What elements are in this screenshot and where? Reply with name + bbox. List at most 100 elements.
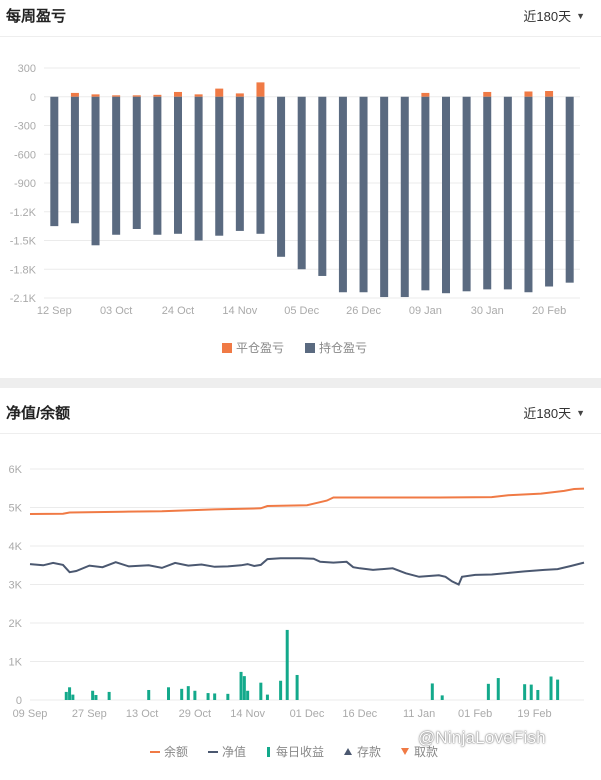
holding-pl-bar [297, 96, 306, 270]
nav-range-dropdown[interactable]: 近180天 ▼ [523, 403, 585, 422]
daily-income-bar [523, 684, 527, 700]
daily-income-bar [91, 690, 95, 700]
daily-income-bar [486, 683, 490, 700]
closed-pl-bar [421, 92, 430, 97]
closed-pl-bar [91, 94, 100, 97]
x-tick-label: 16 Dec [342, 708, 377, 720]
holding-pl-bar [215, 96, 224, 236]
holding-pl-bar [50, 96, 59, 227]
closed-pl-bar [112, 95, 121, 97]
x-tick-label: 12 Sep [37, 305, 72, 317]
legend-label-withdraw: 取款 [414, 745, 438, 759]
chevron-down-icon: ▼ [576, 11, 585, 21]
y-tick-label: -1.2K [10, 207, 37, 219]
holding-pl-bar [132, 96, 141, 229]
daily-income-bar [440, 695, 444, 700]
y-tick-label: -1.8K [10, 264, 37, 276]
legend-swatch-holding-pl [305, 343, 315, 353]
daily-income-bar [213, 693, 217, 700]
y-tick-label: 1K [9, 657, 23, 669]
daily-income-bar [68, 687, 72, 700]
holding-pl-bar [380, 96, 389, 298]
y-tick-label: 4K [9, 541, 23, 553]
daily-income-bar [186, 686, 190, 700]
holding-pl-bar [359, 96, 368, 293]
legend-label-deposit: 存款 [357, 745, 381, 759]
balance-line [29, 487, 585, 515]
holding-pl-bar [442, 96, 450, 294]
nav-balance-title: 净值/余额 [6, 405, 71, 422]
holding-pl-bar [277, 96, 286, 257]
x-tick-label: 01 Feb [458, 708, 492, 720]
daily-income-bar [285, 629, 289, 700]
nav-line [29, 557, 585, 586]
closed-pl-bar [256, 82, 265, 97]
holding-pl-bar [462, 96, 471, 292]
holding-pl-bar [174, 96, 182, 234]
daily-income-bar [496, 678, 500, 700]
closed-pl-bar [132, 95, 141, 97]
daily-income-bar [529, 684, 533, 700]
legend-swatch-closed-pl [222, 343, 232, 353]
holding-pl-bar [235, 96, 244, 231]
y-tick-label: 6K [9, 464, 23, 476]
x-tick-label: 05 Dec [284, 305, 319, 317]
closed-pl-bar [174, 91, 182, 97]
y-tick-label: 2K [9, 618, 23, 630]
closed-pl-bar [524, 91, 533, 97]
weekly-range-label: 近180天 [523, 9, 572, 24]
x-tick-label: 20 Feb [532, 305, 566, 317]
daily-income-bar [242, 676, 246, 700]
legend-label-nav: 净值 [222, 744, 246, 759]
weekly-pl-title: 每周盈亏 [6, 8, 67, 25]
x-tick-label: 14 Nov [230, 708, 265, 720]
daily-income-bar [556, 679, 560, 700]
holding-pl-bar [524, 96, 533, 293]
x-tick-label: 24 Oct [162, 305, 194, 317]
nav-balance-header: 净值/余额 近180天 ▼ [0, 397, 601, 434]
daily-income-bar [64, 691, 68, 700]
y-tick-label: 0 [16, 695, 22, 707]
daily-income-bar [246, 690, 250, 700]
daily-income-bar [536, 689, 540, 700]
daily-income-bar [147, 689, 151, 700]
legend-label-closed-pl: 平仓盈亏 [236, 341, 284, 355]
daily-income-bar [259, 682, 263, 700]
daily-income-bar [295, 674, 299, 700]
daily-income-bar [107, 691, 111, 700]
holding-pl-bar [112, 96, 121, 235]
daily-income-bar [94, 694, 98, 700]
x-tick-label: 03 Oct [100, 305, 132, 317]
legend-swatch-deposit [344, 748, 352, 755]
daily-income-bar [279, 680, 283, 700]
holding-pl-bar [194, 96, 203, 241]
x-tick-label: 01 Dec [290, 708, 325, 720]
x-tick-label: 09 Sep [13, 708, 48, 720]
closed-pl-bar [153, 94, 162, 97]
y-tick-label: -2.1K [10, 293, 37, 305]
holding-pl-bar [91, 96, 100, 246]
holding-pl-bar [503, 96, 512, 290]
nav-range-label: 近180天 [523, 406, 572, 421]
y-tick-label: -600 [14, 149, 36, 161]
y-tick-label: -300 [14, 121, 36, 133]
daily-income-bar [167, 687, 170, 700]
x-tick-label: 11 Jan [403, 708, 435, 720]
weekly-range-dropdown[interactable]: 近180天 ▼ [523, 6, 585, 25]
nav-balance-chart: 0 1K 2K 3K 4K 5K 6K 09 Sep 27 Sep 13 Oct 29 Oct 14 … [9, 464, 585, 759]
x-tick-label: 26 Dec [346, 305, 381, 317]
watermark: @NinjaLoveFish [418, 728, 546, 747]
y-tick-label: -900 [14, 178, 36, 190]
holding-pl-bar [483, 96, 492, 290]
holding-pl-bar [338, 96, 347, 293]
holding-pl-bar [400, 96, 409, 298]
y-tick-label: 300 [18, 63, 36, 75]
legend-swatch-withdraw [401, 748, 409, 755]
closed-pl-bar [235, 93, 244, 97]
daily-income-bar [71, 694, 75, 700]
holding-pl-bar [153, 96, 162, 235]
holding-pl-bar [545, 96, 554, 287]
legend-label-holding-pl: 持仓盈亏 [319, 340, 367, 355]
x-tick-label: 30 Jan [471, 305, 504, 317]
